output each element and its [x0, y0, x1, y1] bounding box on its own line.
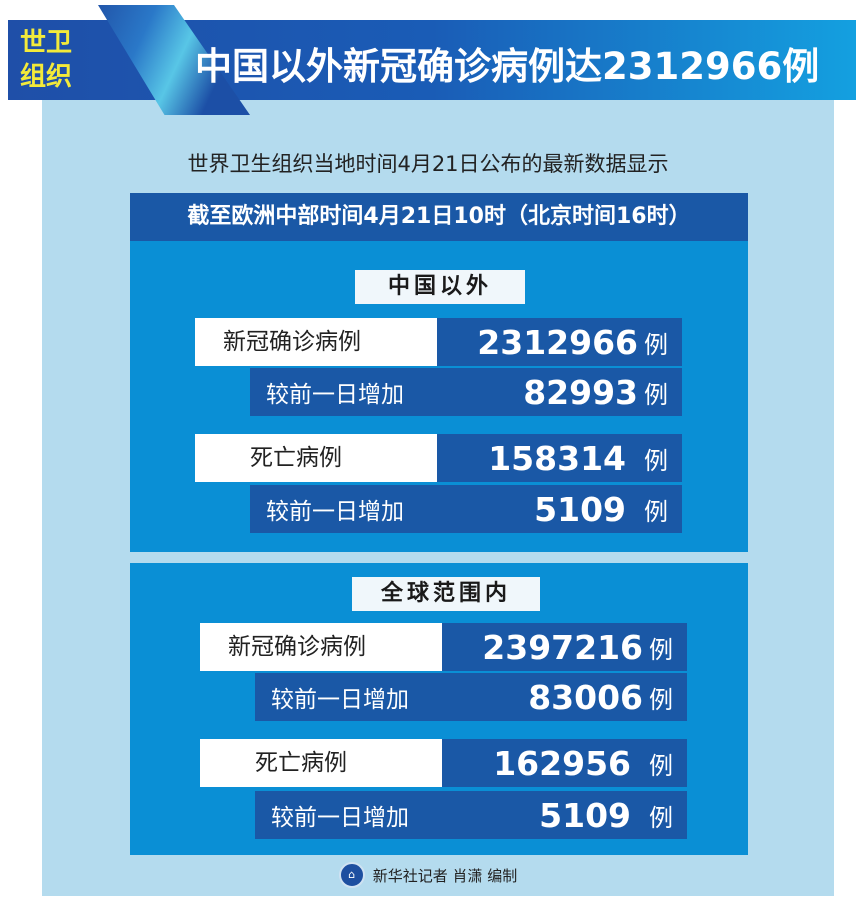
- stat-value: 83006: [528, 677, 643, 717]
- stat-label: 较前一日增加: [266, 499, 404, 525]
- footer: ⌂ 新华社记者 肖潇 编制: [0, 862, 856, 888]
- stat-label: 死亡病例: [200, 739, 442, 787]
- stat-row: 新冠确诊病例 2397216 例: [200, 623, 687, 671]
- stat-row: 死亡病例 158314 例: [195, 434, 682, 482]
- stat-label: 较前一日增加: [271, 805, 409, 831]
- stat-value: 5109: [539, 795, 631, 835]
- stat-row: 较前一日增加 5109 例: [255, 791, 687, 839]
- stat-unit: 例: [644, 380, 668, 409]
- badge-line-2: 组织: [19, 62, 72, 92]
- xinhua-logo-icon: ⌂: [338, 862, 365, 888]
- stat-unit: 例: [644, 330, 668, 359]
- stat-row: 死亡病例 162956 例: [200, 739, 687, 787]
- who-badge: 世卫 组织: [10, 22, 82, 98]
- stat-label: 新冠确诊病例: [195, 318, 437, 366]
- stat-value: 2312966: [477, 322, 638, 362]
- stat-row: 新冠确诊病例 2312966 例: [195, 318, 682, 366]
- section-label: 中国以外: [355, 270, 525, 304]
- stat-label: 死亡病例: [195, 434, 437, 482]
- stat-value: 162956: [493, 743, 631, 783]
- stat-label: 较前一日增加: [271, 687, 409, 713]
- stat-value: 82993: [523, 372, 638, 412]
- stat-unit: 例: [649, 751, 673, 780]
- footer-credit: 新华社记者 肖潇 编制: [372, 866, 518, 885]
- subtitle: 世界卫生组织当地时间4月21日公布的最新数据显示: [187, 152, 669, 176]
- page-title: 中国以外新冠确诊病例达2312966例: [195, 45, 820, 88]
- stat-unit: 例: [649, 635, 673, 664]
- stat-value: 158314: [488, 438, 626, 478]
- stat-unit: 例: [644, 446, 668, 475]
- stat-label: 较前一日增加: [266, 382, 404, 408]
- badge-line-1: 世卫: [19, 28, 72, 58]
- stat-unit: 例: [649, 685, 673, 714]
- stat-label: 新冠确诊病例: [200, 623, 442, 671]
- time-bar: 截至欧洲中部时间4月21日10时（北京时间16时）: [130, 193, 748, 241]
- stat-unit: 例: [649, 803, 673, 832]
- stat-row: 较前一日增加 83006 例: [255, 673, 687, 721]
- section-label: 全球范围内: [352, 577, 540, 611]
- stat-row: 较前一日增加 82993 例: [250, 368, 682, 416]
- stat-value: 5109: [534, 489, 626, 529]
- stat-unit: 例: [644, 497, 668, 526]
- stat-row: 较前一日增加 5109 例: [250, 485, 682, 533]
- stat-value: 2397216: [482, 627, 643, 667]
